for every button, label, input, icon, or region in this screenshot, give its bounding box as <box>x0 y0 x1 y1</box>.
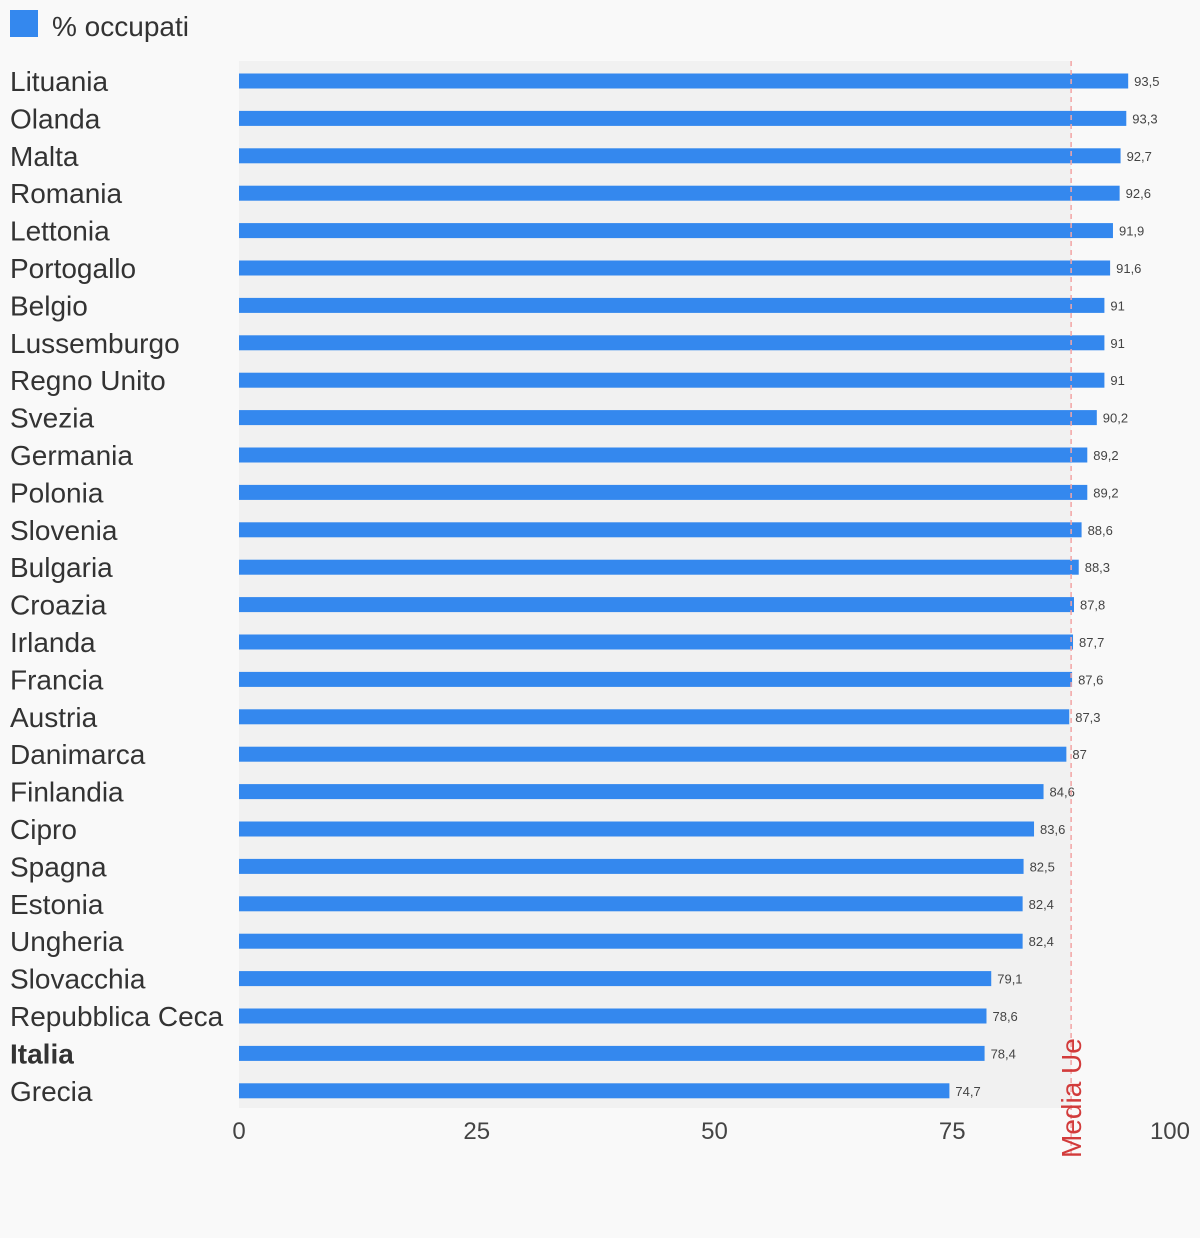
bar <box>239 335 1105 351</box>
plot-background <box>239 61 1072 1108</box>
reference-line-label: Media Ue <box>1056 1038 1087 1158</box>
category-label: Portogallo <box>10 253 136 284</box>
value-label: 78,4 <box>991 1046 1016 1061</box>
value-label: 82,4 <box>1029 897 1054 912</box>
value-label: 87,6 <box>1078 672 1103 687</box>
value-label: 78,6 <box>992 1009 1017 1024</box>
bar <box>239 709 1070 725</box>
value-label: 87 <box>1072 747 1086 762</box>
bar <box>239 148 1121 164</box>
value-label: 87,8 <box>1080 598 1105 613</box>
bar <box>239 260 1111 276</box>
bar <box>239 185 1120 201</box>
category-label: Germania <box>10 440 133 471</box>
category-label: Lussemburgo <box>10 328 180 359</box>
value-label: 90,2 <box>1103 411 1128 426</box>
legend-swatch <box>10 10 38 37</box>
bar <box>239 858 1024 874</box>
bar <box>239 372 1105 388</box>
category-label: Grecia <box>10 1076 93 1107</box>
category-label: Austria <box>10 702 98 733</box>
value-label: 89,2 <box>1093 485 1118 500</box>
category-label: Finlandia <box>10 777 124 808</box>
category-label: Svezia <box>10 403 94 434</box>
category-label: Bulgaria <box>10 552 113 583</box>
x-tick-label: 100 <box>1150 1118 1190 1145</box>
category-label: Estonia <box>10 889 104 920</box>
value-label: 91 <box>1110 298 1124 313</box>
bar <box>239 671 1073 687</box>
value-label: 91 <box>1110 373 1124 388</box>
bar <box>239 821 1035 837</box>
bar <box>239 559 1079 575</box>
bar <box>239 73 1129 89</box>
category-label: Slovacchia <box>10 964 146 995</box>
category-label: Belgio <box>10 290 88 321</box>
x-tick-label: 25 <box>463 1118 490 1145</box>
value-label: 93,5 <box>1134 74 1159 89</box>
value-label: 92,6 <box>1126 186 1151 201</box>
x-tick-label: 50 <box>701 1118 728 1145</box>
value-label: 93,3 <box>1132 111 1157 126</box>
category-label: Francia <box>10 664 104 695</box>
value-label: 74,7 <box>955 1084 980 1099</box>
category-label: Irlanda <box>10 627 96 658</box>
bar <box>239 971 992 987</box>
category-label: Italia <box>10 1038 74 1069</box>
category-label: Lituania <box>10 66 109 97</box>
bar <box>239 784 1044 800</box>
category-label: Olanda <box>10 103 101 134</box>
bar <box>239 933 1023 949</box>
value-label: 89,2 <box>1093 448 1118 463</box>
bar <box>239 896 1023 912</box>
value-label: 91 <box>1110 336 1124 351</box>
bar <box>239 746 1067 762</box>
bar <box>239 297 1105 313</box>
value-label: 88,3 <box>1085 560 1110 575</box>
category-label: Regno Unito <box>10 365 166 396</box>
value-label: 82,5 <box>1030 859 1055 874</box>
category-label: Romania <box>10 178 122 209</box>
value-label: 79,1 <box>997 972 1022 987</box>
bar <box>239 597 1074 613</box>
bar <box>239 410 1097 426</box>
category-label: Cipro <box>10 814 77 845</box>
bar <box>239 522 1082 538</box>
category-label: Danimarca <box>10 739 146 770</box>
value-label: 82,4 <box>1029 934 1054 949</box>
bar <box>239 447 1088 463</box>
value-label: 84,6 <box>1050 785 1075 800</box>
value-label: 87,7 <box>1079 635 1104 650</box>
x-tick-label: 75 <box>939 1118 966 1145</box>
bar <box>239 223 1113 239</box>
bar <box>239 484 1088 500</box>
value-label: 88,6 <box>1088 523 1113 538</box>
category-label: Ungheria <box>10 926 124 957</box>
bar <box>239 110 1127 126</box>
category-label: Malta <box>10 141 79 172</box>
bar <box>239 1045 985 1061</box>
value-label: 92,7 <box>1127 149 1152 164</box>
legend-label: % occupati <box>52 11 189 42</box>
value-label: 87,3 <box>1075 710 1100 725</box>
category-label: Repubblica Ceca <box>10 1001 224 1032</box>
bar <box>239 634 1074 650</box>
value-label: 91,6 <box>1116 261 1141 276</box>
bar <box>239 1083 950 1099</box>
category-label: Croazia <box>10 590 107 621</box>
category-label: Spagna <box>10 851 107 882</box>
value-label: 83,6 <box>1040 822 1065 837</box>
x-tick-label: 0 <box>232 1118 245 1145</box>
bar <box>239 1008 987 1024</box>
category-label: Slovenia <box>10 515 118 546</box>
value-label: 91,9 <box>1119 224 1144 239</box>
category-label: Polonia <box>10 477 104 508</box>
category-label: Lettonia <box>10 216 110 247</box>
